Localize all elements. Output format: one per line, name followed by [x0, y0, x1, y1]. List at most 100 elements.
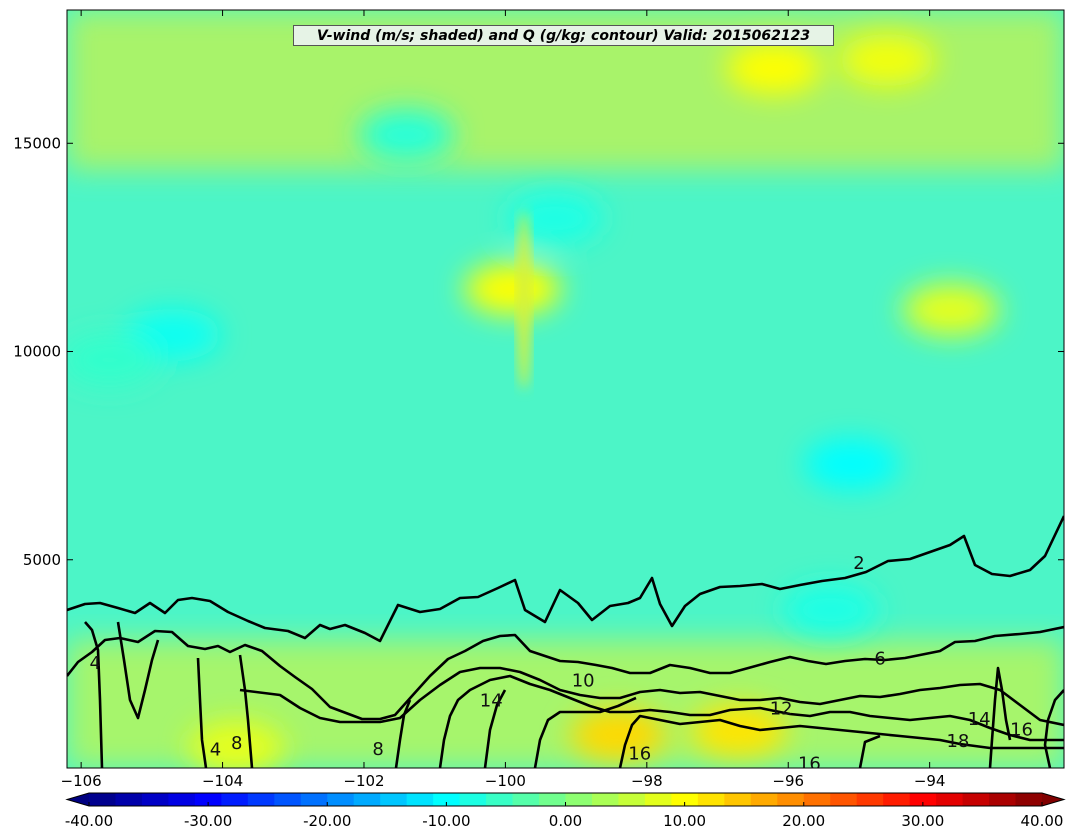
colorbar-segment: [724, 793, 752, 806]
plot-area: 2 4 4 6 8 8 10 12 14 14 16 16 16 18: [67, 10, 1064, 775]
colorbar-segment: [512, 793, 540, 806]
contour-line: [67, 625, 1064, 721]
colorbar-segment: [300, 793, 328, 806]
colorbar-segment: [89, 793, 117, 806]
chart-title: V-wind (m/s; shaded) and Q (g/kg; contou…: [316, 27, 811, 44]
colorbar-tick-label: -20.00: [303, 812, 351, 830]
colorbar-segment: [989, 793, 1017, 806]
colorbar-segment: [486, 793, 514, 806]
colorbar-segment: [194, 793, 222, 806]
colorbar-tick-label: 0.00: [549, 812, 582, 830]
y-axis: 5000 10000 15000: [13, 134, 1064, 569]
q-contour-labels: 2 4 4 6 8 8 10 12 14 14 16 16 16 18: [90, 553, 1033, 775]
colorbar-segment: [962, 793, 990, 806]
contour-line: [239, 666, 1064, 727]
contour-label: 16: [1010, 720, 1033, 741]
colorbar-tick-label: 20.00: [782, 812, 825, 830]
colorbar-segment: [353, 793, 381, 806]
colorbar-segment: [591, 793, 620, 806]
colorbar-segment: [618, 793, 646, 806]
colorbar-segment: [883, 793, 911, 806]
contour-line: [116, 621, 160, 720]
contour-label: 6: [874, 649, 885, 670]
contour-label: 8: [372, 739, 383, 760]
colorbar-segment: [856, 793, 884, 806]
shaded-feature: [188, 721, 285, 768]
colorbar-min-extend: [67, 793, 89, 806]
colorbar-tick-label: -30.00: [184, 812, 232, 830]
colorbar-segment: [671, 793, 699, 806]
contour-line: [438, 674, 1064, 768]
colorbar-segment: [936, 793, 964, 806]
shaded-feature: [726, 42, 823, 95]
central-streak: [517, 210, 531, 390]
x-tick-label: −102: [343, 772, 384, 790]
x-tick-label: −100: [485, 772, 526, 790]
colorbar-tick-label: 40.00: [1021, 812, 1064, 830]
y-tick-label: 10000: [13, 343, 61, 361]
shaded-feature: [506, 192, 603, 245]
colorbar-segment: [909, 793, 937, 806]
colorbar-segment: [274, 793, 302, 806]
colorbar-segment: [406, 793, 434, 806]
colorbar-segment: [830, 793, 858, 806]
colorbar-segment: [750, 793, 778, 806]
shaded-feature: [67, 333, 158, 386]
shaded-feature: [358, 108, 455, 161]
colorbar-tick-label: -40.00: [65, 812, 113, 830]
contour-label: 8: [231, 733, 242, 754]
colorbar: -40.00 -30.00 -20.00 -10.00 0.00 10.00 20.00 30…: [65, 792, 1066, 830]
contour-line: [394, 699, 412, 768]
colorbar-segment: [221, 793, 249, 806]
contour-line: [483, 689, 507, 768]
contour-label: 2: [853, 553, 864, 574]
colorbar-max-extend: [1042, 793, 1064, 806]
colorbar-segment: [644, 793, 672, 806]
contour-label: 16: [798, 754, 821, 775]
colorbar-segment: [565, 793, 593, 806]
colorbar-segment: [803, 793, 831, 806]
contour-line: [988, 666, 1012, 768]
q-contours: [67, 515, 1064, 768]
contour-label: 18: [946, 731, 969, 752]
shaded-feature: [803, 437, 900, 490]
x-tick-label: −98: [631, 772, 663, 790]
x-tick-label: −96: [772, 772, 804, 790]
colorbar-segment: [777, 793, 805, 806]
colorbar-tick-label: 10.00: [663, 812, 706, 830]
contour-line: [533, 696, 637, 768]
x-axis: −106 −104 −102 −100 −98 −96 −94: [61, 10, 945, 790]
colorbar-segment: [1015, 793, 1043, 806]
colorbar-segment: [697, 793, 725, 806]
colorbar-segment: [380, 793, 408, 806]
contour-line: [238, 654, 254, 768]
contour-line: [618, 714, 1064, 768]
colorbar-segment: [433, 793, 461, 806]
y-tick-label: 15000: [13, 134, 61, 152]
y-tick-label: 5000: [23, 551, 61, 569]
contour-label: 10: [572, 670, 595, 691]
colorbar-tick-label: 30.00: [901, 812, 944, 830]
colorbar-segment: [459, 793, 487, 806]
colorbar-segment: [115, 793, 143, 806]
shaded-feature: [902, 283, 999, 336]
shaded-feature: [570, 708, 667, 761]
contour-line: [196, 657, 208, 768]
shaded-feature: [839, 33, 936, 86]
colorbar-segment: [327, 793, 355, 806]
x-tick-label: −106: [61, 772, 102, 790]
colorbar-segment: [247, 793, 275, 806]
contour-line: [67, 515, 1064, 643]
contour-label: 12: [770, 699, 793, 720]
contour-line: [1043, 689, 1064, 768]
shaded-feature: [690, 704, 787, 757]
shaded-feature: [464, 263, 561, 316]
contour-label: 14: [480, 690, 503, 711]
contour-line: [858, 734, 881, 768]
colorbar-tick-label: -10.00: [422, 812, 470, 830]
colorbar-segment: [539, 793, 567, 806]
contour-label: 14: [968, 709, 991, 730]
colorbar-segment: [168, 793, 196, 806]
contour-label: 16: [628, 743, 651, 764]
